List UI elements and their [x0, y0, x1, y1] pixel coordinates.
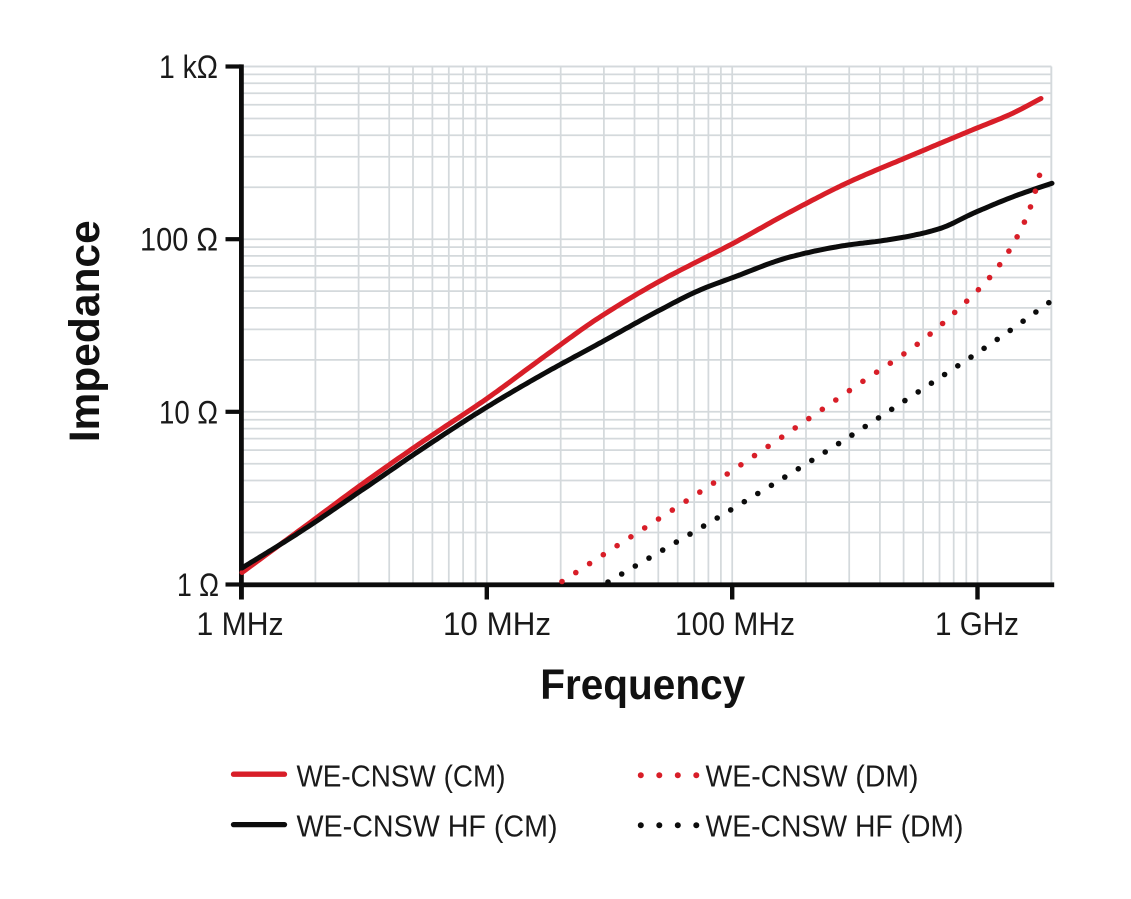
svg-text:WE-CNSW HF (CM): WE-CNSW HF (CM) — [297, 809, 558, 844]
svg-text:10 Ω: 10 Ω — [159, 394, 218, 430]
svg-text:WE-CNSW HF (DM): WE-CNSW HF (DM) — [706, 809, 964, 844]
svg-text:10 MHz: 10 MHz — [443, 606, 551, 642]
svg-text:100 MHz: 100 MHz — [675, 606, 795, 642]
svg-text:Impedance: Impedance — [61, 220, 109, 442]
svg-text:Frequency: Frequency — [540, 661, 745, 709]
svg-text:1 GHz: 1 GHz — [935, 606, 1019, 642]
svg-text:WE-CNSW (DM): WE-CNSW (DM) — [706, 759, 919, 794]
svg-text:1 kΩ: 1 kΩ — [159, 49, 218, 85]
svg-text:WE-CNSW (CM): WE-CNSW (CM) — [297, 759, 506, 794]
svg-text:1 Ω: 1 Ω — [177, 567, 219, 603]
svg-text:100 Ω: 100 Ω — [140, 222, 218, 258]
svg-text:1 MHz: 1 MHz — [197, 606, 284, 642]
